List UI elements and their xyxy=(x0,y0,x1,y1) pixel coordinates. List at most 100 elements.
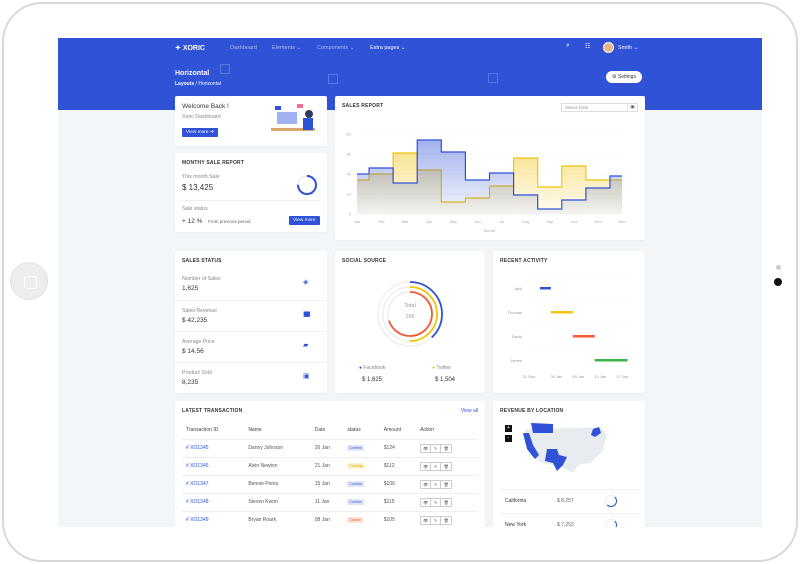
view-icon[interactable]: 👁 xyxy=(421,498,432,506)
action-cell: 👁 ✎ 🗑 xyxy=(416,510,478,527)
zoom-in-button[interactable]: + xyxy=(505,425,512,432)
column-header: status xyxy=(347,426,361,433)
home-button[interactable] xyxy=(10,262,48,300)
transactions-table: Transaction ID Name Date status Amount Action… xyxy=(182,421,478,527)
table-row: # XO1347 Bennie Perez 15 Jan Confirm $106 👁 ✎ 🗑 xyxy=(182,474,478,493)
decor xyxy=(328,74,338,84)
legend-label: Twitter xyxy=(436,365,452,371)
x-tick-label: 31 Dec xyxy=(523,374,536,379)
map-state-new-york xyxy=(591,427,601,437)
illustration xyxy=(271,104,315,131)
edit-icon[interactable]: ✎ xyxy=(431,480,442,488)
card-title: RECENT ACTIVITY xyxy=(500,258,548,264)
row-label: Thomas xyxy=(508,310,522,315)
avatar[interactable] xyxy=(603,42,614,53)
radial-bar xyxy=(387,291,433,337)
edit-icon[interactable]: ✎ xyxy=(431,516,442,524)
legend-facebook: ● Facebook xyxy=(359,365,385,371)
action-cell: 👁 ✎ 🗑 xyxy=(416,456,478,475)
sales-report-card: SALES REPORT Select Date ▣ 0 20 40 60 80 Jan Fe… xyxy=(335,96,645,240)
sliders-icon[interactable]: ☷ xyxy=(585,44,591,50)
date-cell: 15 Jan xyxy=(310,474,344,493)
transaction-id[interactable]: # XO1347 xyxy=(182,474,245,493)
welcome-title: Welcome Back ! xyxy=(182,103,229,110)
transaction-id[interactable]: # XO1348 xyxy=(182,492,245,511)
bar-chart-icon: ▮▮▮ xyxy=(303,311,310,318)
gear-icon: ⚙ xyxy=(612,74,617,80)
view-more-button[interactable]: View more xyxy=(289,216,320,225)
view-icon[interactable]: 👁 xyxy=(421,480,432,488)
transaction-id[interactable]: # XO1345 xyxy=(182,438,245,457)
edit-icon[interactable]: ✎ xyxy=(431,462,442,470)
item-label: Average Price xyxy=(182,339,215,345)
status-badge: Cancel xyxy=(347,517,363,524)
table-row: # XO1348 Steven Kwon 11 Jan Confirm $115 👁 ✎ 🗑 xyxy=(182,492,478,511)
zoom-out-button[interactable]: - xyxy=(505,435,512,442)
nav-components[interactable]: Components ⌄ xyxy=(317,45,355,51)
x-tick-label: Jun xyxy=(474,219,480,224)
x-tick-label: Jan xyxy=(354,219,360,224)
calendar-icon[interactable]: ▣ xyxy=(627,104,637,111)
delete-icon[interactable]: 🗑 xyxy=(443,445,449,451)
status-cell: Pending xyxy=(343,456,380,475)
nav-elements[interactable]: Elements ⌄ xyxy=(272,45,302,51)
column-header: Name xyxy=(248,426,262,433)
edit-icon[interactable]: ✎ xyxy=(431,444,442,452)
status-cell: Confirm xyxy=(343,492,380,511)
transaction-id[interactable]: # XO1349 xyxy=(182,510,245,527)
view-more-button[interactable]: View more ➜ xyxy=(182,128,218,137)
status-value: + 12 % xyxy=(182,218,203,225)
divider xyxy=(182,200,320,201)
item-value: $ 14.56 xyxy=(182,348,204,355)
us-map xyxy=(523,423,608,474)
nav-dashboard[interactable]: Dashboard xyxy=(230,45,257,51)
y-tick-label: 0 xyxy=(349,212,352,217)
date-input[interactable]: Select Date ▣ xyxy=(561,103,638,112)
sales-status-item: Sales Revenue $ 42,235 ▮▮▮ xyxy=(175,300,327,331)
name-cell: Danny Johnson xyxy=(244,438,311,457)
radial-bar xyxy=(377,281,443,347)
date-cell: 26 Jan xyxy=(310,438,344,457)
column-header: Amount xyxy=(383,426,401,433)
activity-bar xyxy=(594,359,628,362)
welcome-card: Welcome Back ! Xoric Dashboard View more… xyxy=(175,96,327,146)
status-badge: Confirm xyxy=(347,481,364,487)
status-label: Sale status xyxy=(182,206,208,212)
logo[interactable]: ✦ XORIC xyxy=(175,45,205,52)
delete-icon[interactable]: 🗑 xyxy=(443,463,449,469)
map-state-montana xyxy=(531,423,553,433)
user-menu[interactable]: Smith ⌄ xyxy=(618,45,639,51)
transaction-id[interactable]: # XO1346 xyxy=(182,456,245,475)
radial-bar xyxy=(382,286,438,342)
delete-icon[interactable]: 🗑 xyxy=(443,499,449,505)
search-icon[interactable]: ⌕ xyxy=(566,42,570,49)
edit-icon[interactable]: ✎ xyxy=(431,498,442,506)
date-placeholder: Select Date xyxy=(565,105,589,110)
delete-icon[interactable]: 🗑 xyxy=(443,517,449,523)
table-row: # XO1346 Alvin Newton 21 Jan Pending $112 👁 ✎ 🗑 xyxy=(182,456,478,475)
view-all-link[interactable]: View all xyxy=(460,408,478,414)
y-tick-label: 20 xyxy=(347,192,352,197)
view-icon[interactable]: 👁 xyxy=(421,516,432,524)
x-tick-label: Aug xyxy=(522,219,529,224)
breadcrumb-item[interactable]: Layouts xyxy=(175,81,195,87)
timeline-chart: Jack Thomas David James 31 Dec 05 Jan 09 Jan 13… xyxy=(508,275,633,379)
layers-icon: ◈ xyxy=(303,279,309,286)
card-title: LATEST TRANSACTION xyxy=(182,408,243,414)
amount-cell: $106 xyxy=(379,474,417,493)
page-title: Horizontal xyxy=(175,70,210,77)
activity-bar xyxy=(550,311,573,314)
breadcrumb-item: Horizontal xyxy=(198,81,221,87)
view-icon[interactable]: 👁 xyxy=(421,462,432,470)
settings-button[interactable]: ⚙ Settings xyxy=(606,71,642,83)
nav-extra-pages[interactable]: Extra pages ⌄ xyxy=(370,45,406,51)
x-tick-label: Dec xyxy=(618,219,625,224)
delete-icon[interactable]: 🗑 xyxy=(443,481,449,487)
item-value: 8,235 xyxy=(182,379,199,386)
nav-label: Extra pages xyxy=(370,45,400,51)
x-tick-label: 13 Jan xyxy=(594,374,606,379)
center-label: Total xyxy=(404,303,416,309)
date-cell: 11 Jan xyxy=(310,492,344,511)
view-icon[interactable]: 👁 xyxy=(421,444,432,452)
x-tick-label: 09 Jan xyxy=(572,374,584,379)
